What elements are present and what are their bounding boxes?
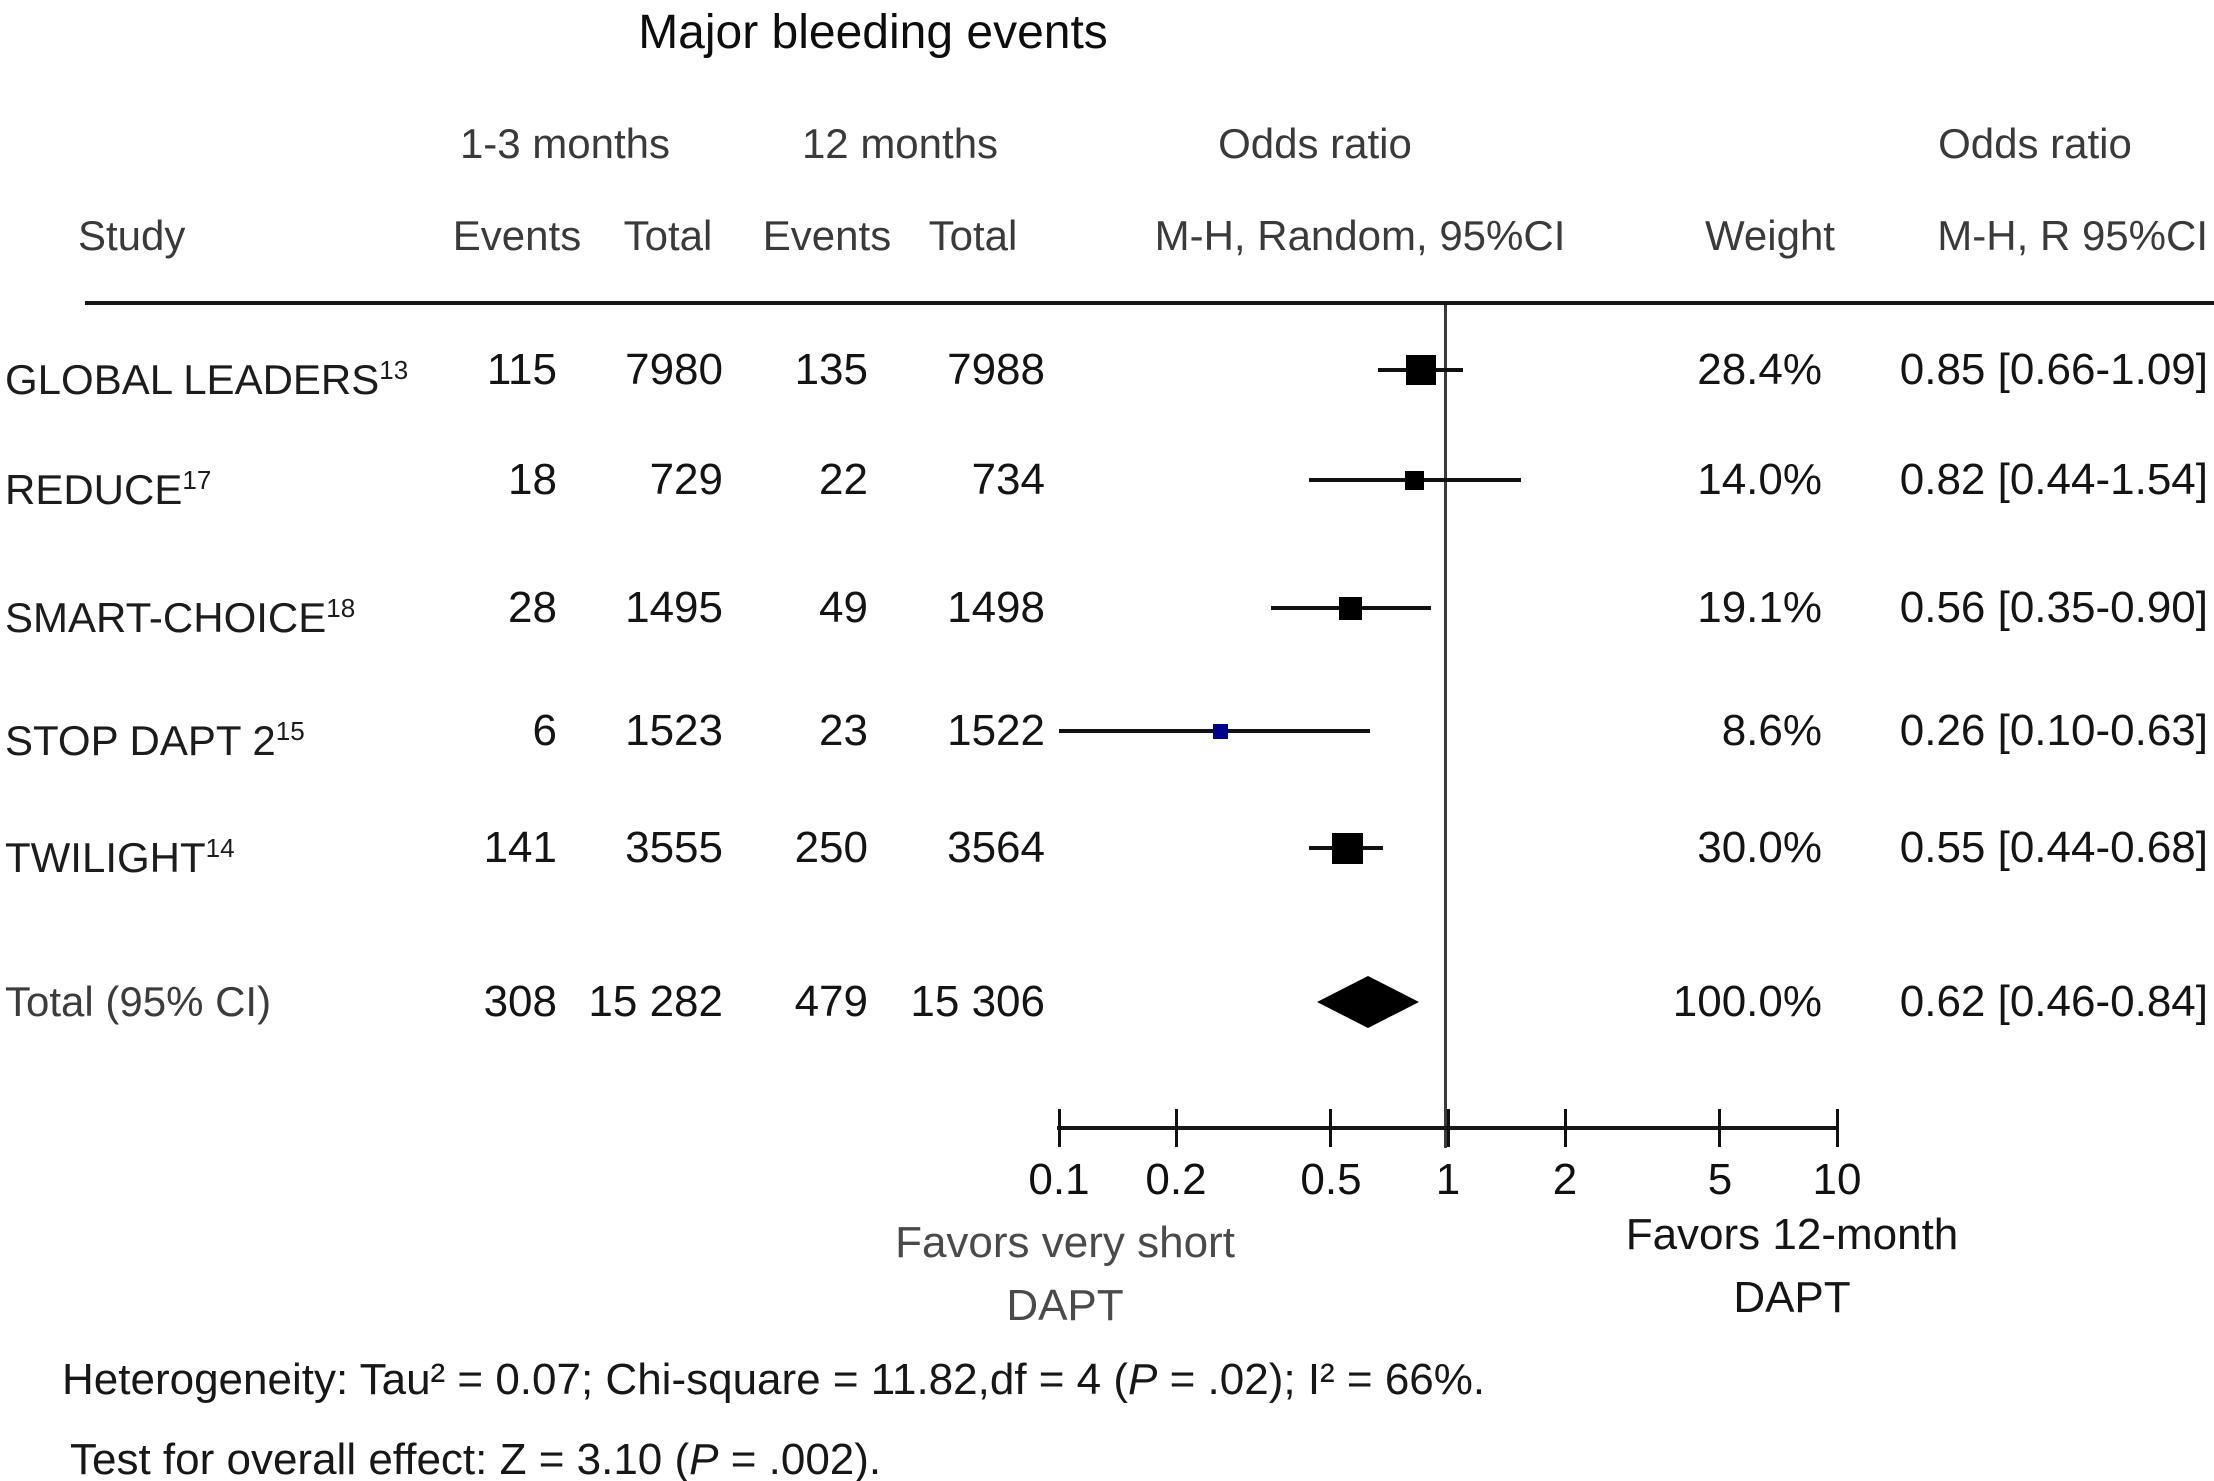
total-events-12m-cell: 479 <box>794 977 868 1026</box>
total-events-short-cell: 308 <box>483 977 557 1026</box>
favors-left-line1: Favors very short <box>895 1218 1235 1267</box>
study-label: TWILIGHT14 <box>5 833 235 881</box>
x-axis-tick <box>1175 1109 1178 1147</box>
x-axis-tick-label: 1 <box>1435 1155 1461 1204</box>
mh-random-header: M-H, Random, 95%CI <box>1154 212 1566 259</box>
x-axis-tick-label: 2 <box>1552 1155 1578 1204</box>
total-total-12m-cell: 15 306 <box>910 977 1045 1026</box>
events-short-cell: 28 <box>508 583 557 632</box>
total-short-cell: 1495 <box>625 583 723 632</box>
total-or-ci-cell: 0.62 [0.46-0.84] <box>1899 977 2208 1026</box>
odds-ratio-column-header: Odds ratio <box>1938 120 2132 167</box>
total-total-short-cell: 15 282 <box>588 977 723 1026</box>
x-axis-tick <box>1058 1109 1061 1147</box>
weight-cell: 14.0% <box>1697 455 1822 504</box>
events-short-cell: 6 <box>532 706 557 755</box>
x-axis-tick-label: 0.2 <box>1145 1155 1207 1204</box>
heterogeneity-text-pre: Heterogeneity: Tau² = 0.07; Chi-square =… <box>62 1355 1129 1404</box>
total-short-cell: 3555 <box>625 823 723 872</box>
events-short-cell: 115 <box>486 345 557 394</box>
heterogeneity-p-symbol: P <box>1128 1355 1158 1404</box>
x-axis-tick <box>1836 1109 1839 1147</box>
overall-effect-text-post: = .002). <box>718 1435 882 1481</box>
x-axis-tick <box>1329 1109 1332 1147</box>
x-axis-tick <box>1564 1109 1567 1147</box>
total-short-cell: 729 <box>649 455 723 504</box>
mh-r-ci-column-header: M-H, R 95%CI <box>1937 212 2208 259</box>
total-12m-cell: 1498 <box>947 583 1045 632</box>
or-marker <box>1213 724 1228 739</box>
study-ref-superscript: 17 <box>182 465 212 495</box>
study-ref-superscript: 14 <box>205 833 235 863</box>
favors-left-line2: DAPT <box>1006 1281 1124 1330</box>
total-12m-cell: 7988 <box>947 345 1045 394</box>
or-ci-cell: 0.55 [0.44-0.68] <box>1899 823 2208 872</box>
study-ref-superscript: 15 <box>275 716 305 746</box>
x-axis-tick-label: 0.5 <box>1300 1155 1362 1204</box>
events-short-cell: 18 <box>508 455 557 504</box>
header-divider-line <box>85 301 2214 305</box>
events-12m-cell: 22 <box>819 455 868 504</box>
total-weight-cell: 100.0% <box>1672 977 1822 1026</box>
total-12m-cell: 1522 <box>947 706 1045 755</box>
study-label: STOP DAPT 215 <box>5 716 305 764</box>
total-12m-cell: 734 <box>971 455 1045 504</box>
study-ref-superscript: 18 <box>326 593 356 623</box>
weight-cell: 19.1% <box>1697 583 1822 632</box>
column-group-short-dapt: 1-3 months <box>459 120 671 167</box>
weight-column-header: Weight <box>1705 212 1835 259</box>
odds-ratio-plot-header: Odds ratio <box>1218 120 1412 167</box>
total-12m-header: Total <box>928 212 1018 259</box>
total-12m-cell: 3564 <box>947 823 1045 872</box>
events-12m-header: Events <box>762 212 892 259</box>
or-ci-cell: 0.82 [0.44-1.54] <box>1899 455 2208 504</box>
events-12m-cell: 23 <box>819 706 868 755</box>
column-group-12-month: 12 months <box>801 120 999 167</box>
total-short-cell: 1523 <box>625 706 723 755</box>
x-axis-tick-label: 5 <box>1707 1155 1733 1204</box>
null-effect-line <box>1444 305 1447 1148</box>
events-12m-cell: 250 <box>794 823 868 872</box>
heterogeneity-footnote: Heterogeneity: Tau² = 0.07; Chi-square =… <box>62 1355 1485 1405</box>
x-axis-tick-label: 10 <box>1812 1155 1862 1204</box>
study-label: SMART-CHOICE18 <box>5 593 356 641</box>
or-marker <box>1406 355 1436 385</box>
events-short-header: Events <box>452 212 582 259</box>
study-ref-superscript: 13 <box>379 355 409 385</box>
overall-effect-text-pre: Test for overall effect: Z = 3.10 ( <box>70 1435 690 1481</box>
weight-cell: 30.0% <box>1697 823 1822 872</box>
favors-right-line1: Favors 12-month <box>1625 1210 1959 1259</box>
summary-diamond <box>1317 976 1419 1028</box>
study-label: REDUCE17 <box>5 465 212 513</box>
weight-cell: 28.4% <box>1697 345 1822 394</box>
study-column-header: Study <box>78 212 186 259</box>
heterogeneity-text-post: = .02); I² = 66%. <box>1157 1355 1486 1404</box>
or-ci-cell: 0.85 [0.66-1.09] <box>1899 345 2208 394</box>
or-ci-cell: 0.56 [0.35-0.90] <box>1899 583 2208 632</box>
overall-effect-footnote: Test for overall effect: Z = 3.10 (P = .… <box>70 1435 881 1481</box>
x-axis-tick <box>1447 1109 1450 1147</box>
x-axis-tick-label: 0.1 <box>1028 1155 1090 1204</box>
total-label: Total (95% CI) <box>5 978 272 1025</box>
events-12m-cell: 49 <box>819 583 868 632</box>
x-axis-tick <box>1718 1109 1721 1147</box>
or-marker <box>1339 597 1362 620</box>
total-short-header: Total <box>623 212 713 259</box>
figure-title: Major bleeding events <box>638 6 1108 59</box>
total-short-cell: 7980 <box>625 345 723 394</box>
or-marker <box>1405 471 1424 490</box>
favors-right-line2: DAPT <box>1733 1273 1851 1322</box>
events-short-cell: 141 <box>483 823 557 872</box>
or-ci-cell: 0.26 [0.10-0.63] <box>1899 706 2208 755</box>
events-12m-cell: 135 <box>794 345 868 394</box>
overall-effect-p-symbol: P <box>689 1435 719 1481</box>
study-label: GLOBAL LEADERS13 <box>5 355 409 403</box>
or-marker <box>1332 833 1363 864</box>
weight-cell: 8.6% <box>1721 706 1822 755</box>
